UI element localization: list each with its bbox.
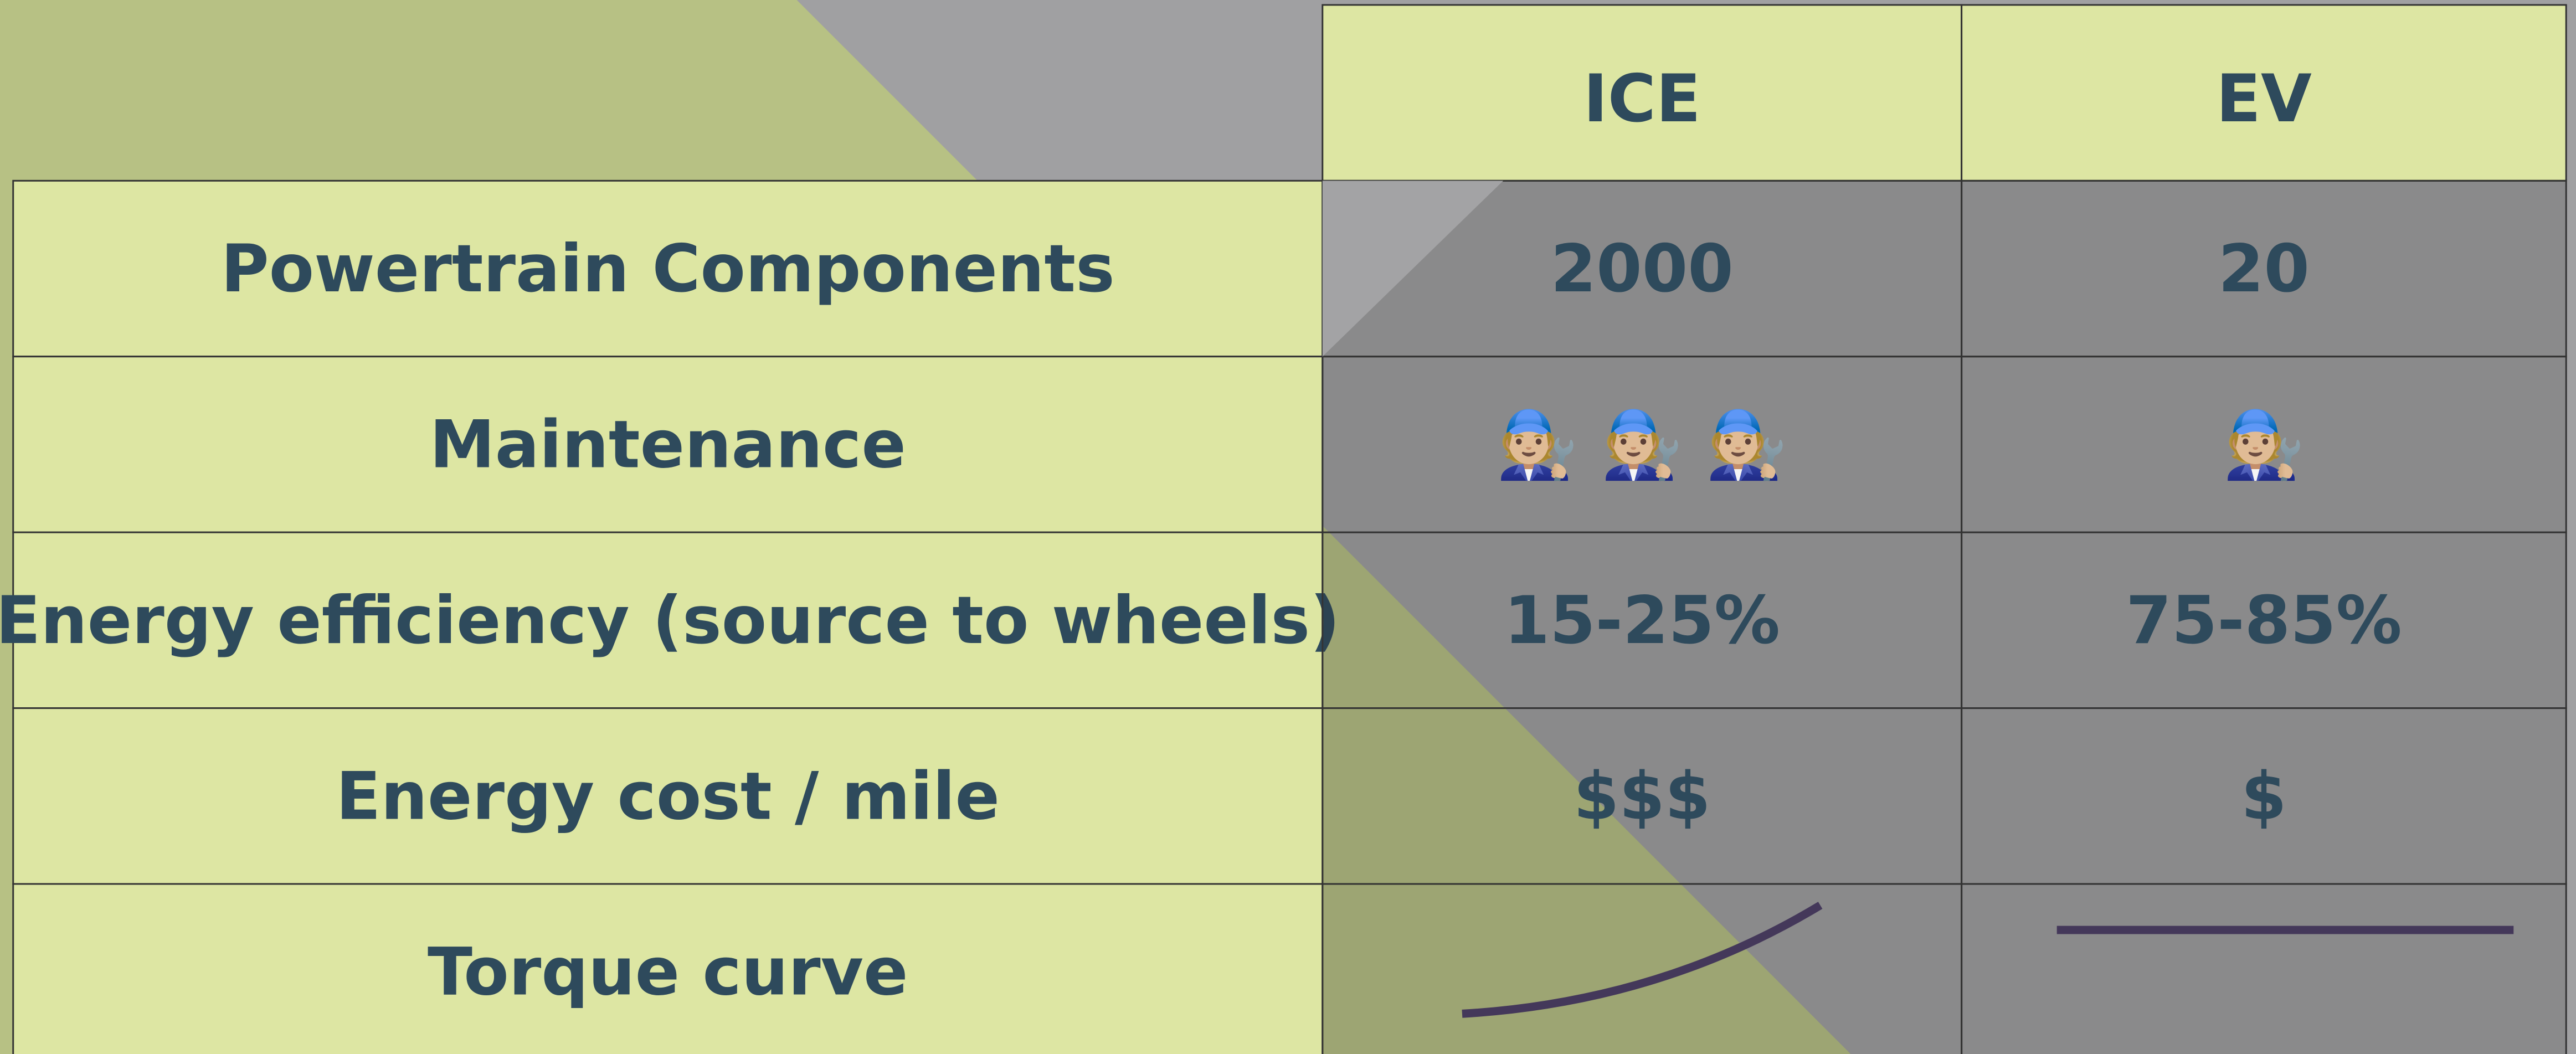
label-cell bbox=[12, 531, 1324, 709]
value-cell bbox=[1322, 707, 1963, 885]
value-cell bbox=[1322, 356, 1963, 533]
header-cell bbox=[1961, 4, 2567, 182]
label-cell bbox=[12, 179, 1324, 358]
value-cell bbox=[1322, 883, 1963, 1054]
ice-torque-curve bbox=[1462, 902, 1823, 1018]
cell-value: $ bbox=[2241, 758, 2287, 834]
row-label: Powertrain Components bbox=[221, 230, 1115, 307]
value-cell bbox=[1961, 707, 2567, 885]
row-label: Energy cost / mile bbox=[336, 758, 1000, 834]
cell-value: 🧑🏼‍🔧 🧑🏼‍🔧 🧑🏼‍🔧 bbox=[1497, 406, 1788, 482]
row-label: Torque curve bbox=[428, 934, 908, 1010]
row-label: Maintenance bbox=[430, 406, 906, 482]
cell-value: 🧑🏼‍🔧 bbox=[2223, 406, 2305, 482]
value-cell bbox=[1961, 883, 2567, 1054]
value-cell bbox=[1961, 356, 2567, 533]
label-cell bbox=[12, 883, 1324, 1054]
cell-value: 75-85% bbox=[2126, 582, 2402, 659]
value-cell bbox=[1961, 531, 2567, 709]
cell-value: 2000 bbox=[1551, 230, 1734, 307]
cell-value: 20 bbox=[2218, 230, 2310, 307]
row-label: Energy efficiency (source to wheels) bbox=[0, 582, 1340, 659]
label-cell bbox=[12, 707, 1324, 885]
cell-value: $$$ bbox=[1574, 758, 1711, 834]
header-text: EV bbox=[2216, 60, 2312, 137]
cell-value: 15-25% bbox=[1504, 582, 1780, 659]
label-cell bbox=[12, 356, 1324, 533]
header-cell bbox=[1322, 4, 1963, 182]
header-text: ICE bbox=[1583, 60, 1701, 137]
table: ICE EV Powertrain Components 2000 20 Maintena… bbox=[0, 4, 2567, 1054]
